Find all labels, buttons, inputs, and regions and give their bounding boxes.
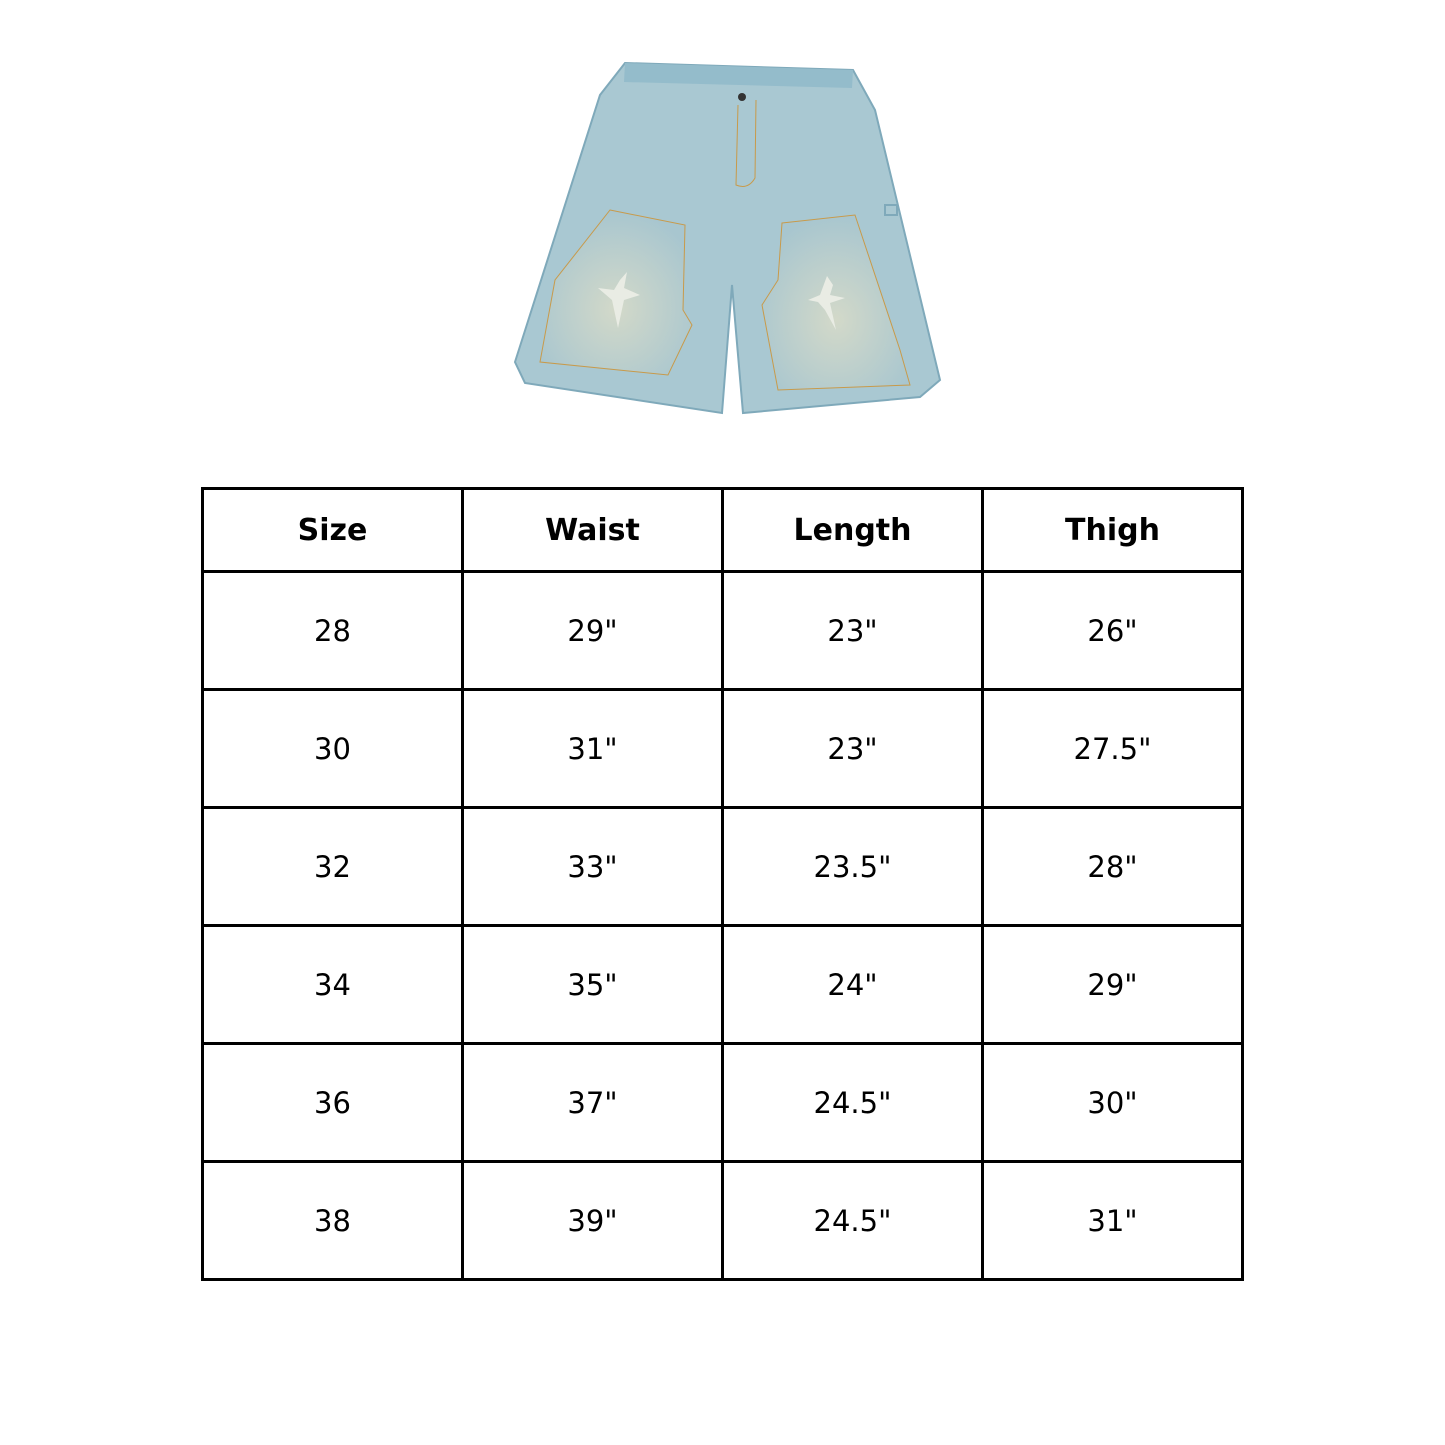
hammer-loop bbox=[884, 204, 898, 216]
cell-thigh: 27.5" bbox=[981, 688, 1244, 809]
waistband bbox=[624, 63, 853, 88]
table-row: 38 39" 24.5" 31" bbox=[201, 1160, 1244, 1281]
table-header-row: Size Waist Length Thigh bbox=[201, 487, 1244, 573]
product-image-shorts bbox=[513, 61, 942, 415]
table-row: 32 33" 23.5" 28" bbox=[201, 806, 1244, 927]
cell-waist: 33" bbox=[461, 806, 724, 927]
right-cross-patch bbox=[808, 276, 845, 330]
size-chart-table: Size Waist Length Thigh 28 29" 23" 26" 30 31… bbox=[201, 487, 1244, 1281]
table-row: 30 31" 23" 27.5" bbox=[201, 688, 1244, 809]
cell-size: 28 bbox=[201, 570, 464, 691]
cell-size: 34 bbox=[201, 924, 464, 1045]
header-length: Length bbox=[721, 487, 984, 573]
header-thigh: Thigh bbox=[981, 487, 1244, 573]
left-cross-patch bbox=[598, 272, 640, 328]
cell-waist: 31" bbox=[461, 688, 724, 809]
table-row: 36 37" 24.5" 30" bbox=[201, 1042, 1244, 1163]
cell-length: 23" bbox=[721, 570, 984, 691]
cell-waist: 35" bbox=[461, 924, 724, 1045]
header-waist: Waist bbox=[461, 487, 724, 573]
table-row: 34 35" 24" 29" bbox=[201, 924, 1244, 1045]
button bbox=[738, 93, 746, 101]
cell-waist: 39" bbox=[461, 1160, 724, 1281]
cell-waist: 37" bbox=[461, 1042, 724, 1163]
cell-size: 30 bbox=[201, 688, 464, 809]
cell-size: 36 bbox=[201, 1042, 464, 1163]
cell-thigh: 28" bbox=[981, 806, 1244, 927]
cell-waist: 29" bbox=[461, 570, 724, 691]
cell-length: 23.5" bbox=[721, 806, 984, 927]
cell-size: 38 bbox=[201, 1160, 464, 1281]
cell-size: 32 bbox=[201, 806, 464, 927]
cell-thigh: 26" bbox=[981, 570, 1244, 691]
cell-length: 23" bbox=[721, 688, 984, 809]
cell-thigh: 31" bbox=[981, 1160, 1244, 1281]
cell-length: 24.5" bbox=[721, 1160, 984, 1281]
cell-thigh: 29" bbox=[981, 924, 1244, 1045]
fly-stitch bbox=[735, 99, 757, 187]
cell-length: 24.5" bbox=[721, 1042, 984, 1163]
right-knee-patch bbox=[761, 214, 911, 391]
cell-thigh: 30" bbox=[981, 1042, 1244, 1163]
table-row: 28 29" 23" 26" bbox=[201, 570, 1244, 691]
cell-length: 24" bbox=[721, 924, 984, 1045]
header-size: Size bbox=[201, 487, 464, 573]
